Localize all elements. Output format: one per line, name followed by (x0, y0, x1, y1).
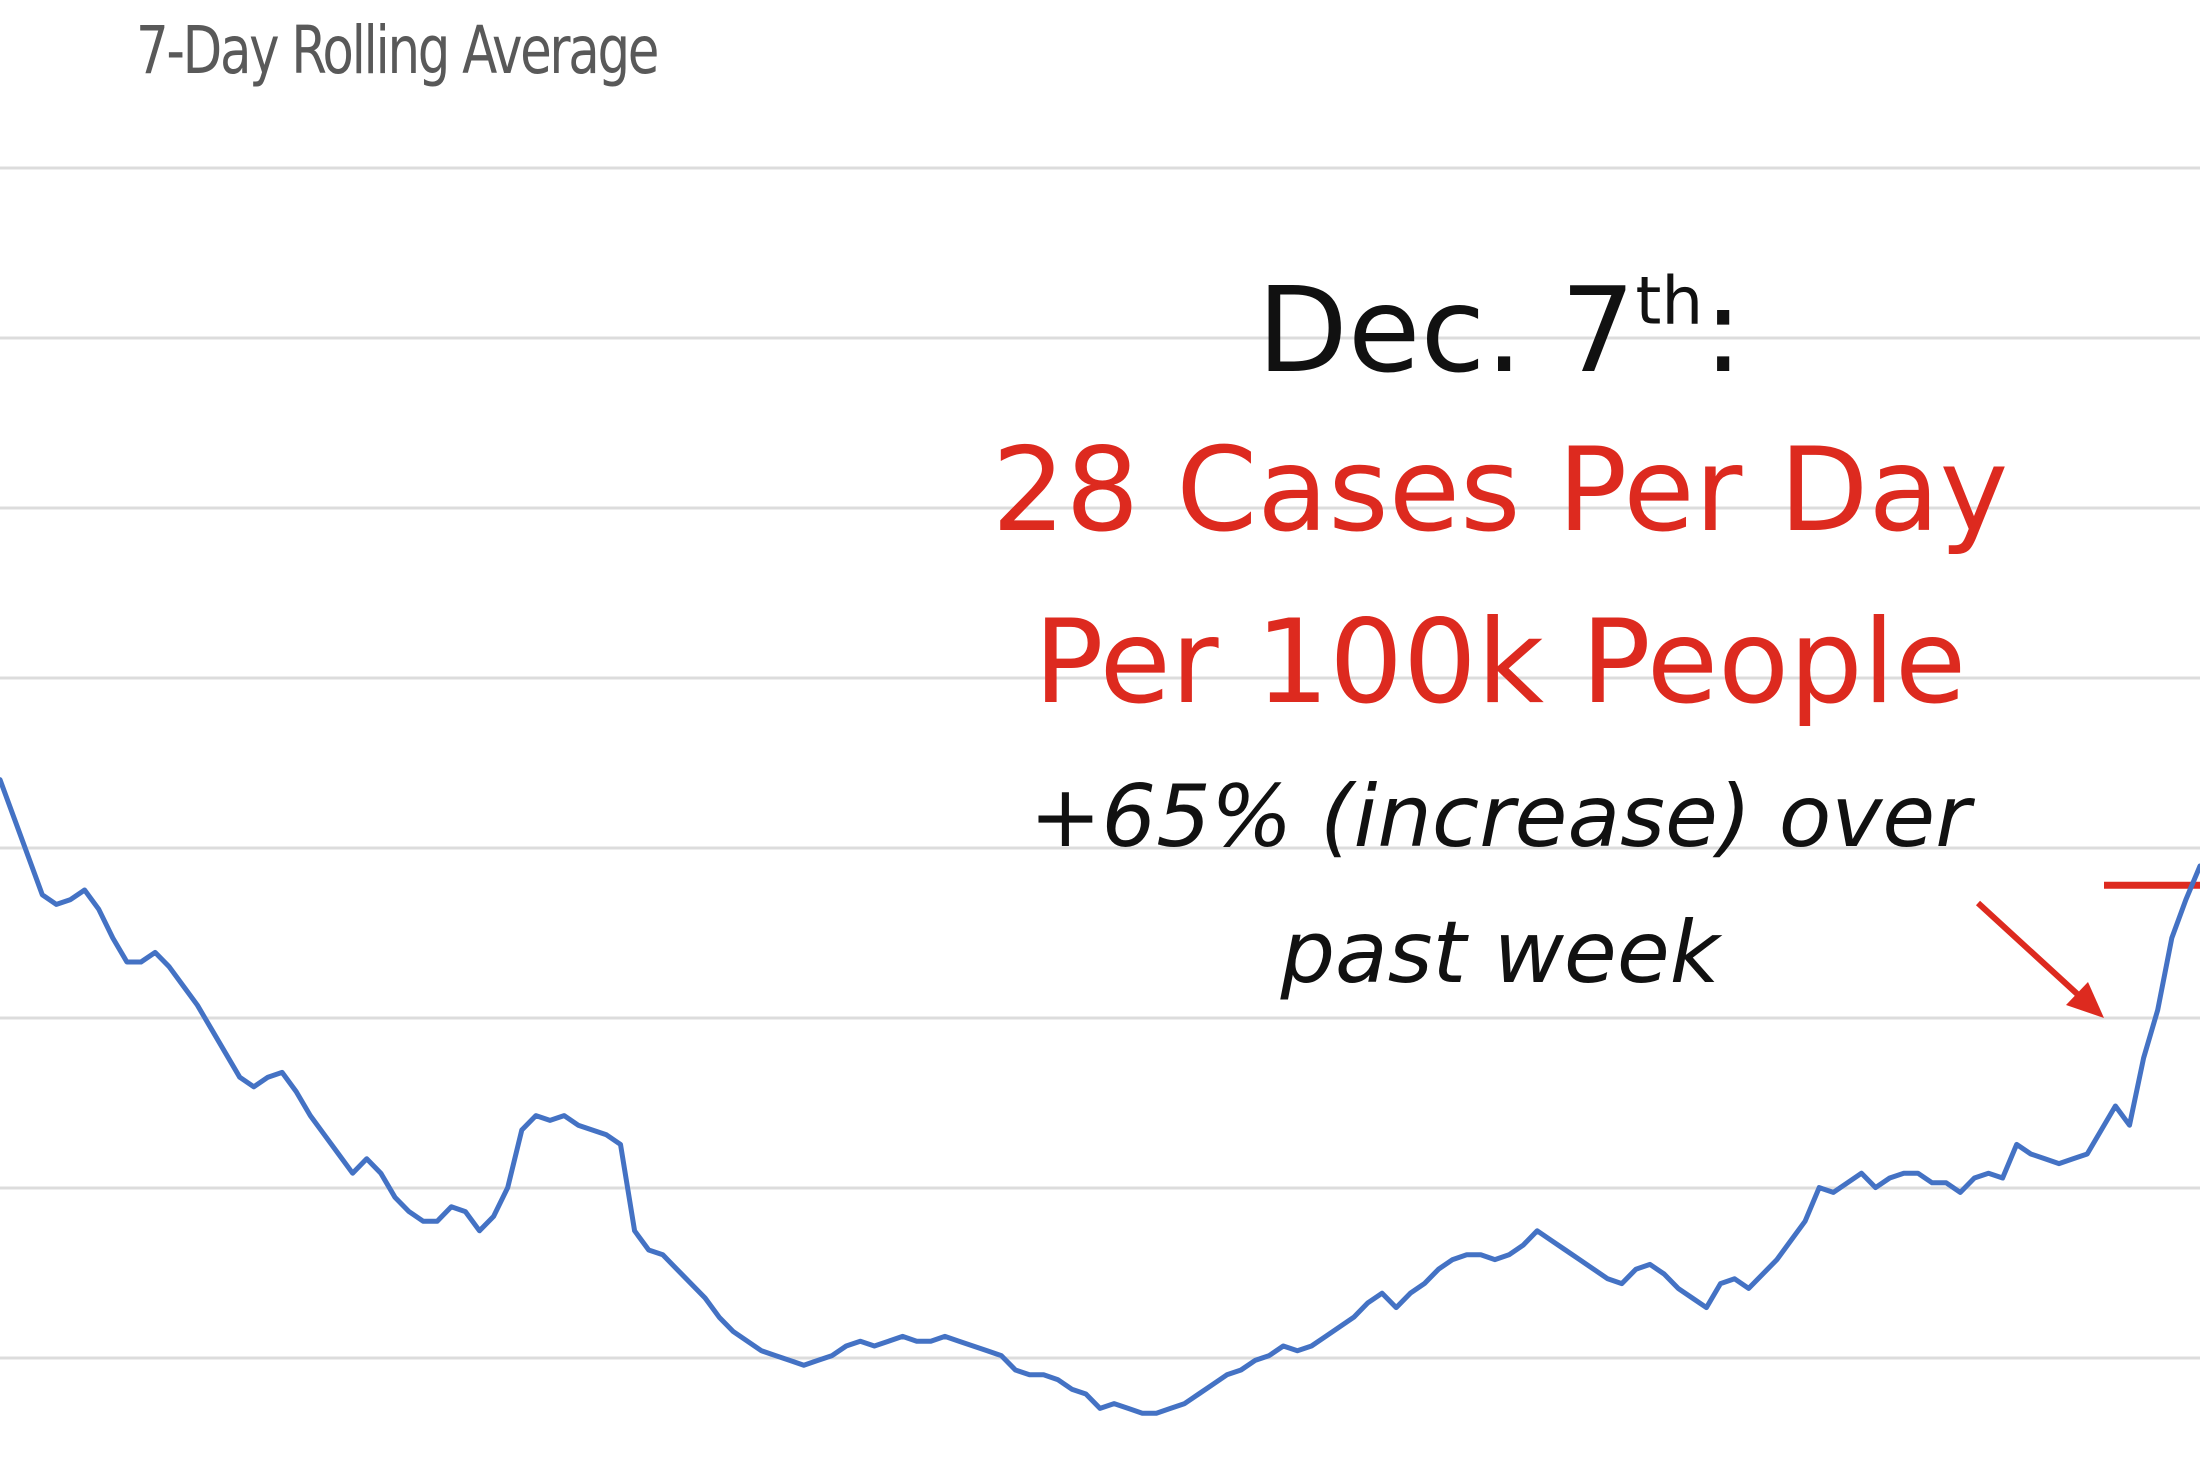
annotation-change-line1: +65% (increase) over (1029, 767, 1971, 867)
annotation-arrow-shaft (1975, 900, 2089, 1005)
annotation-change-line2: past week (1280, 903, 1720, 1003)
annotation-arrow-head (2066, 982, 2104, 1018)
annotation-date-ordinal: th (1635, 262, 1704, 340)
annotation-date-colon: : (1703, 261, 1743, 399)
annotation-headline-line1: 28 Cases Per Day (991, 423, 2009, 558)
chart-subtitle: 7-Day Rolling Average (136, 12, 659, 89)
annotation-date: Dec. 7th: (990, 255, 2010, 405)
grid-layer (0, 166, 2200, 1360)
series-layer (0, 777, 2200, 1416)
annotation-date-main: Dec. 7 (1257, 261, 1636, 399)
series-line-0 (0, 777, 2200, 1416)
reference-layer (1975, 881, 2200, 1018)
chart-annotation: Dec. 7th: 28 Cases Per Day Per 100k Peop… (990, 255, 2010, 1021)
annotation-headline-line2: Per 100k People (1033, 595, 1967, 730)
